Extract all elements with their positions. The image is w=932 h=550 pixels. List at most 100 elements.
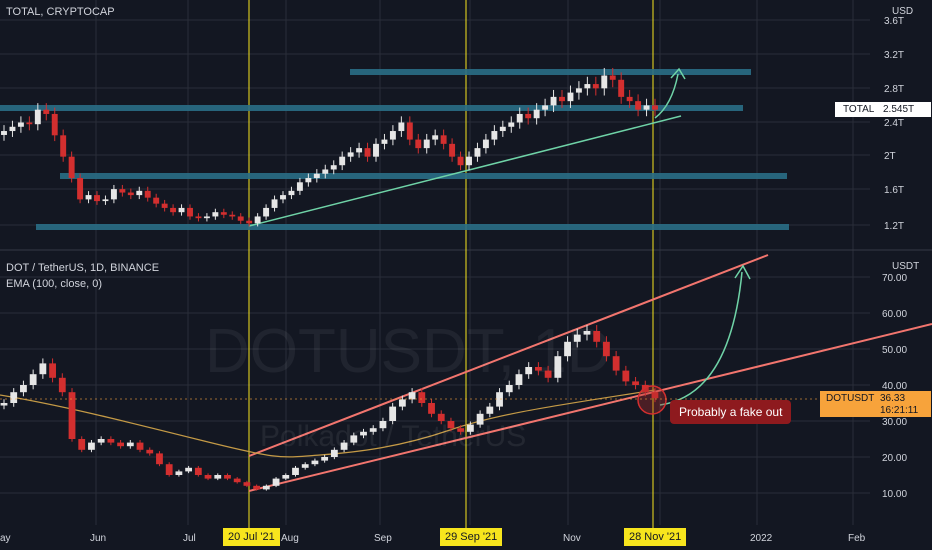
candle-body xyxy=(432,135,439,140)
candle-body xyxy=(635,101,642,110)
top-yaxis-label: 2.8T xyxy=(884,84,904,95)
candle-body xyxy=(313,173,320,179)
x-axis-month-label: Nov xyxy=(563,533,581,544)
candle-body xyxy=(632,381,639,385)
bottom-yaxis-label: 50.00 xyxy=(882,345,907,356)
candle-body xyxy=(593,331,601,342)
top-panel-title: TOTAL, CRYPTOCAP xyxy=(6,6,115,18)
candle-body xyxy=(146,449,154,454)
date-marker-sep[interactable]: 29 Sep '21 xyxy=(440,528,503,546)
candle-body xyxy=(486,406,494,414)
zone-top xyxy=(350,69,751,75)
candle-body xyxy=(364,148,371,157)
candle-body xyxy=(185,467,193,472)
bottom-currency: USDT xyxy=(892,261,920,272)
dot-ticker-label: DOTUSDT xyxy=(826,393,875,404)
candle-body xyxy=(161,203,168,208)
watermark-name: Polkadot / TetherUS xyxy=(260,420,526,453)
candle-body xyxy=(322,169,329,174)
zone-middle xyxy=(60,173,787,179)
candle-body xyxy=(233,478,241,483)
candle-body xyxy=(292,467,299,475)
candle-body xyxy=(175,471,183,475)
x-axis-month-label: Jul xyxy=(183,533,196,544)
top-candles xyxy=(1,67,658,227)
candle-body xyxy=(508,122,515,127)
top-yaxis: 1.2T 1.6T 2T 2.4T 2.8T 3.2T 3.6T xyxy=(884,16,904,232)
candle-body xyxy=(119,189,126,193)
candle-body xyxy=(340,442,348,450)
candle-body xyxy=(457,156,464,166)
candle-body xyxy=(554,356,562,378)
candle-body xyxy=(603,341,610,357)
candle-body xyxy=(126,442,134,447)
candle-body xyxy=(43,109,50,114)
candle-body xyxy=(214,475,222,479)
candle-body xyxy=(136,442,144,450)
fake-out-circle xyxy=(637,385,667,415)
zone-bottom xyxy=(36,224,789,230)
candle-body xyxy=(178,207,185,213)
candle-body xyxy=(601,75,608,89)
dot-ticker-value: 36.33 xyxy=(880,393,906,404)
candle-body xyxy=(408,392,416,400)
candle-body xyxy=(542,105,549,110)
bottom-arrow-head xyxy=(734,264,751,280)
top-yaxis-label: 2.4T xyxy=(884,118,904,129)
candle-body xyxy=(356,148,363,153)
fake-out-annotation[interactable]: Probably a fake out xyxy=(670,400,792,424)
candle-body xyxy=(505,385,513,393)
candle-body xyxy=(224,475,231,479)
date-marker-nov[interactable]: 28 Nov '21 xyxy=(624,528,687,546)
candle-body xyxy=(457,428,465,432)
candle-countdown: 16:21:11 xyxy=(880,405,919,416)
bottom-yaxis-label: 60.00 xyxy=(882,309,907,320)
candle-body xyxy=(39,363,47,375)
candle-body xyxy=(347,152,354,157)
candle-body xyxy=(262,485,270,490)
candle-body xyxy=(102,199,109,202)
bottom-candles xyxy=(0,325,659,491)
candle-body xyxy=(1,131,7,135)
candle-body xyxy=(381,139,388,144)
candle-body xyxy=(170,207,177,213)
candle-body xyxy=(398,399,406,407)
candle-body xyxy=(51,113,58,136)
zone-upper xyxy=(0,105,743,111)
bottom-yaxis-label: 20.00 xyxy=(882,453,907,464)
candle-body xyxy=(301,464,309,468)
candle-body xyxy=(288,190,295,196)
candle-body xyxy=(156,453,163,465)
candle-body xyxy=(220,212,227,215)
candle-body xyxy=(609,75,616,80)
candle-body xyxy=(584,84,591,89)
candle-body xyxy=(321,457,329,461)
candle-body xyxy=(626,96,633,102)
total-price-tag: TOTAL 2.545T xyxy=(835,102,931,117)
candle-body xyxy=(165,464,173,475)
candle-body xyxy=(592,84,599,89)
candle-body xyxy=(575,88,582,93)
candle-body xyxy=(544,370,552,378)
candle-body xyxy=(535,367,542,371)
candle-body xyxy=(533,109,540,119)
candle-body xyxy=(194,467,202,475)
candle-body xyxy=(466,424,474,432)
candle-body xyxy=(187,207,193,217)
candle-body xyxy=(254,216,261,224)
candle-body xyxy=(20,385,27,393)
total-ticker-value: 2.545T xyxy=(883,104,915,115)
candle-body xyxy=(330,449,338,457)
candle-body xyxy=(94,195,100,202)
candle-body xyxy=(559,96,565,102)
candle-body xyxy=(618,79,625,97)
candle-body xyxy=(389,406,397,421)
top-yaxis-label: 3.2T xyxy=(884,50,904,61)
candle-body xyxy=(77,178,84,200)
candle-body xyxy=(153,197,160,204)
candle-body xyxy=(525,367,533,375)
candle-body xyxy=(428,403,435,414)
date-marker-jul[interactable]: 20 Jul '21 xyxy=(223,528,280,546)
x-axis-month-label: Aug xyxy=(281,533,299,544)
